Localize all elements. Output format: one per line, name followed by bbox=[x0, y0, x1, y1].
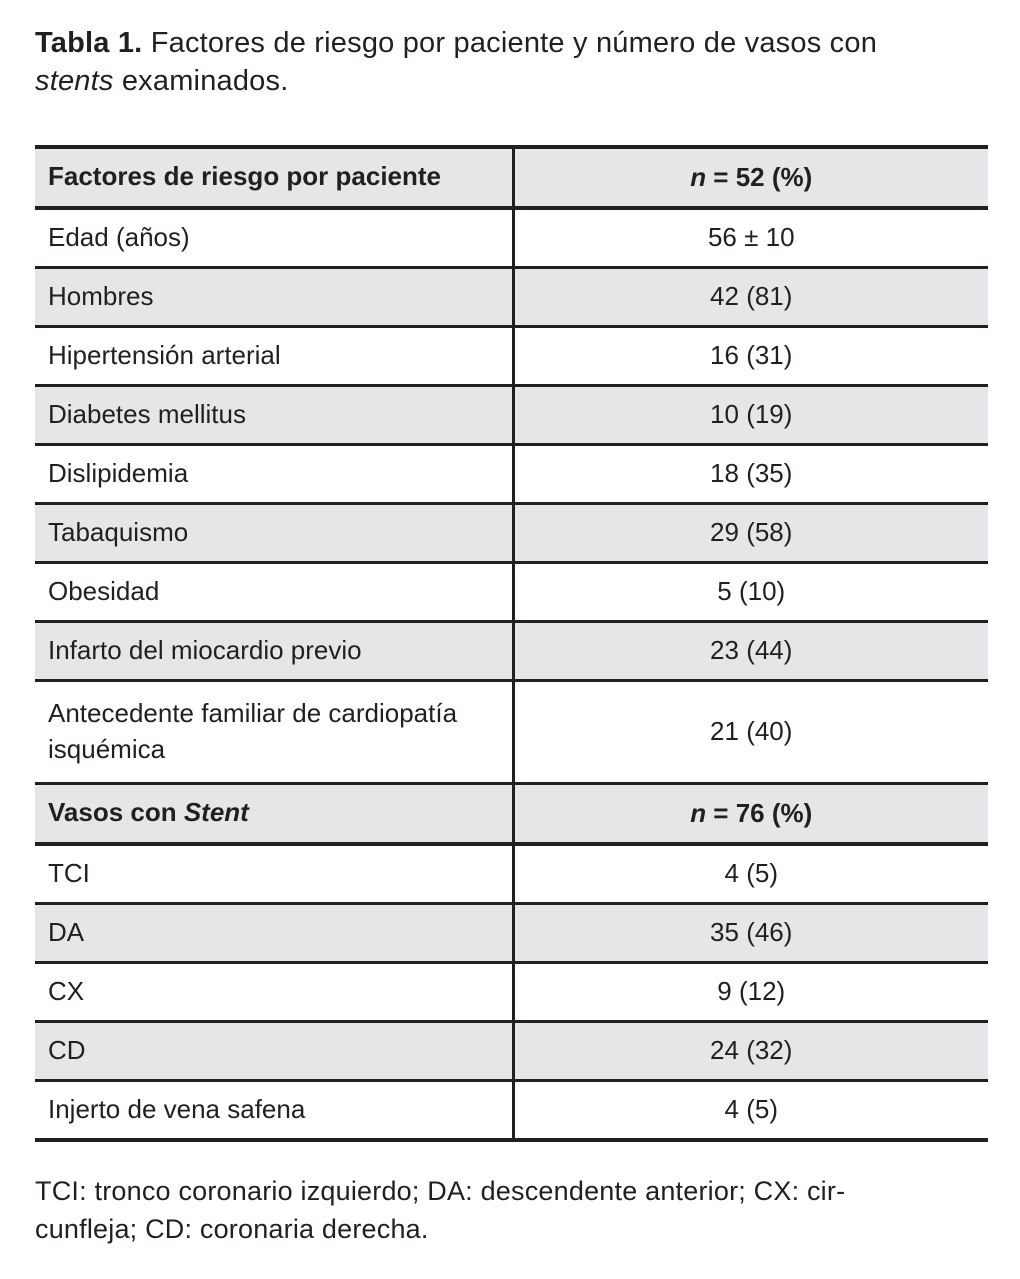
table-row-infarto: Infarto del miocardio previo 23 (44) bbox=[35, 619, 988, 681]
row-label: CX bbox=[35, 960, 515, 1022]
row-label: Hombres bbox=[35, 265, 515, 327]
n-symbol: n bbox=[690, 161, 707, 192]
table-row-diabetes: Diabetes mellitus 10 (19) bbox=[35, 383, 988, 445]
n-count: = 52 (%) bbox=[706, 161, 813, 192]
row-label: Injerto de vena safena bbox=[35, 1078, 515, 1140]
row-label: CD bbox=[35, 1019, 515, 1081]
row-value: 5 (10) bbox=[513, 560, 988, 622]
row-label: Edad (años) bbox=[35, 206, 515, 268]
caption-label: Tabla 1. bbox=[35, 27, 143, 59]
row-label: Obesidad bbox=[35, 560, 515, 622]
risk-factors-table: Factores de riesgo por paciente n = 52 (… bbox=[35, 144, 988, 1142]
row-value: 21 (40) bbox=[513, 678, 988, 784]
table-header-patients: Factores de riesgo por paciente n = 52 (… bbox=[35, 146, 988, 210]
row-value: 56 ± 10 bbox=[513, 206, 988, 268]
table-row-injerto: Injerto de vena safena 4 (5) bbox=[35, 1078, 988, 1140]
row-label: Dislipidemia bbox=[35, 442, 515, 504]
row-label: Diabetes mellitus bbox=[35, 383, 515, 445]
table-header-vessels: Vasos con Stent n = 76 (%) bbox=[35, 781, 988, 846]
header-label: Vasos con Stent bbox=[35, 781, 515, 846]
table-row-antecedente: Antecedente familiar de cardiopatía isqu… bbox=[35, 678, 988, 784]
row-value: 24 (32) bbox=[513, 1019, 988, 1081]
row-label: Antecedente familiar de cardiopatía isqu… bbox=[35, 678, 515, 784]
row-value: 10 (19) bbox=[513, 383, 988, 445]
n-count: = 76 (%) bbox=[706, 797, 813, 828]
row-label: TCI bbox=[35, 842, 515, 904]
row-label: Tabaquismo bbox=[35, 501, 515, 563]
row-value: 42 (81) bbox=[513, 265, 988, 327]
table-row-hombres: Hombres 42 (81) bbox=[35, 265, 988, 327]
table-row-hipertension: Hipertensión arterial 16 (31) bbox=[35, 324, 988, 386]
row-label: DA bbox=[35, 901, 515, 963]
table-row-cd: CD 24 (32) bbox=[35, 1019, 988, 1081]
row-value: 29 (58) bbox=[513, 501, 988, 563]
caption-text: Factores de riesgo por paciente y número… bbox=[150, 27, 878, 59]
table-row-tabaquismo: Tabaquismo 29 (58) bbox=[35, 501, 988, 563]
footnote-line-2: cunfleja; CD: coronaria derecha. bbox=[35, 1213, 429, 1244]
caption-text-end: examinados. bbox=[121, 65, 289, 98]
row-label: Infarto del miocardio previo bbox=[35, 619, 515, 681]
header-value: n = 52 (%) bbox=[513, 146, 988, 210]
header-value: n = 76 (%) bbox=[513, 781, 988, 846]
row-value: 4 (5) bbox=[513, 1078, 988, 1140]
row-value: 16 (31) bbox=[513, 324, 988, 386]
row-value: 18 (35) bbox=[513, 442, 988, 504]
table-row-da: DA 35 (46) bbox=[35, 901, 988, 963]
footnote-line-1: TCI: tronco coronario izquierdo; DA: des… bbox=[35, 1175, 846, 1206]
row-value: 4 (5) bbox=[513, 842, 988, 904]
header-italic-word: Stent bbox=[183, 797, 249, 828]
caption-line-1: Tabla 1. Factores de riesgo por paciente… bbox=[35, 24, 990, 62]
table-row-obesidad: Obesidad 5 (10) bbox=[35, 560, 988, 622]
row-label: Hipertensión arterial bbox=[35, 324, 515, 386]
table-footnote: TCI: tronco coronario izquierdo; DA: des… bbox=[35, 1172, 990, 1249]
table-row-cx: CX 9 (12) bbox=[35, 960, 988, 1022]
table-row-dislipidemia: Dislipidemia 18 (35) bbox=[35, 442, 988, 504]
caption-line-2: stents examinados. bbox=[35, 62, 990, 100]
row-value: 9 (12) bbox=[513, 960, 988, 1022]
row-value: 23 (44) bbox=[513, 619, 988, 681]
header-label: Factores de riesgo por paciente bbox=[35, 146, 515, 210]
table-row-edad: Edad (años) 56 ± 10 bbox=[35, 206, 988, 268]
row-value: 35 (46) bbox=[513, 901, 988, 963]
header-text: Vasos con bbox=[48, 797, 184, 828]
caption-italic-word: stents bbox=[35, 65, 114, 98]
table-row-tci: TCI 4 (5) bbox=[35, 842, 988, 904]
n-symbol: n bbox=[690, 797, 707, 828]
table-caption: Tabla 1. Factores de riesgo por paciente… bbox=[35, 24, 990, 101]
